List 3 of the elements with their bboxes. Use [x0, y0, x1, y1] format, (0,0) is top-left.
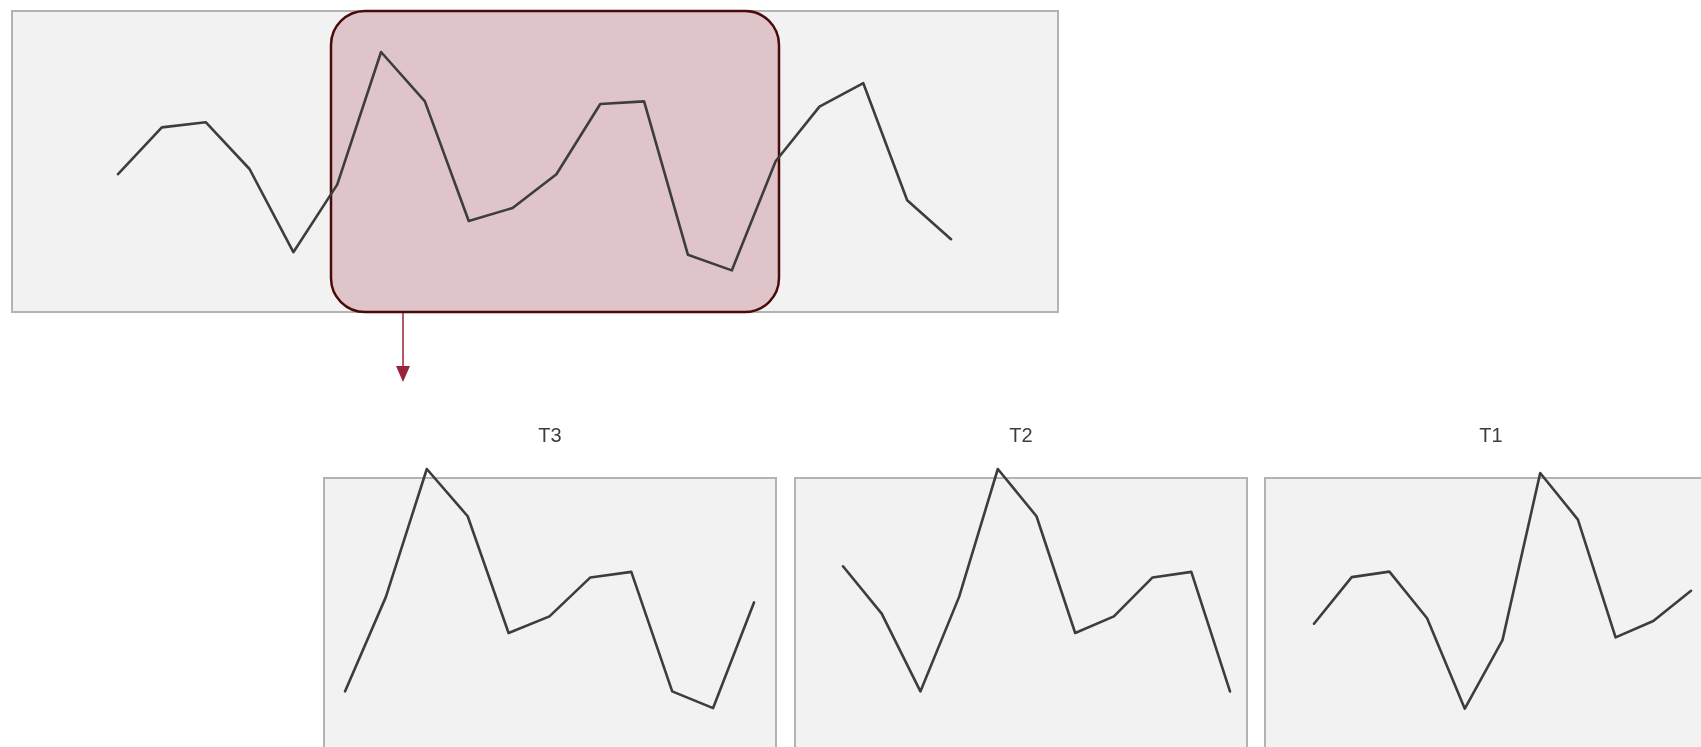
chart-title: T1 [1479, 424, 1503, 446]
chart-title: T2 [1009, 424, 1033, 446]
chart-title: T3 [538, 424, 562, 446]
